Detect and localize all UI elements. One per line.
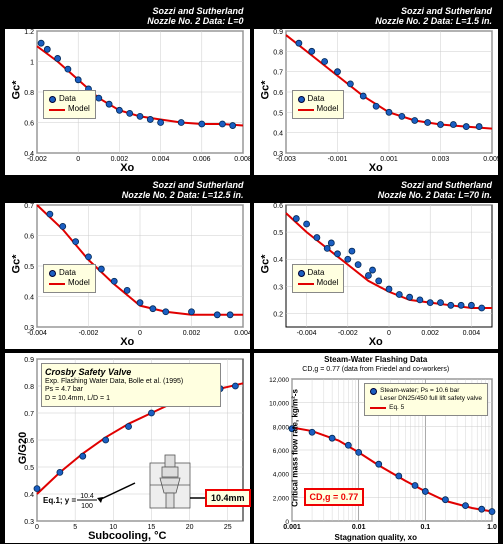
svg-text:0.002: 0.002: [183, 330, 201, 337]
svg-text:0.7: 0.7: [273, 70, 283, 77]
callout-label: 10.4mm: [205, 489, 251, 507]
svg-text:1: 1: [30, 60, 34, 67]
svg-text:12,000: 12,000: [269, 377, 289, 384]
svg-text:0.4: 0.4: [273, 131, 283, 138]
svg-text:0.4: 0.4: [24, 492, 34, 499]
svg-text:0.004: 0.004: [462, 330, 480, 337]
svg-text:2,000: 2,000: [272, 495, 289, 502]
svg-text:0.4: 0.4: [24, 151, 34, 158]
svg-text:0.3: 0.3: [24, 519, 34, 526]
svg-text:0.3: 0.3: [24, 325, 34, 332]
panel-2: Sozzi and SutherlandNozzle No. 2 Data: L…: [253, 4, 500, 176]
x-axis-label: Subcooling, °C: [88, 530, 166, 542]
svg-text:0.9: 0.9: [24, 357, 34, 364]
svg-text:-0.001: -0.001: [327, 156, 347, 163]
svg-text:0.4: 0.4: [273, 257, 283, 264]
legend-data: Data: [59, 268, 76, 278]
svg-text:0.002: 0.002: [111, 156, 129, 163]
svg-text:1.2: 1.2: [24, 29, 34, 36]
svg-text:0.8: 0.8: [24, 90, 34, 97]
info-box: Crosby Safety Valve Exp. Flashing Water …: [41, 363, 221, 407]
panel-5: 05101520250.30.40.50.60.70.80.9 Eq.1; y …: [4, 352, 251, 544]
svg-text:0.6: 0.6: [273, 90, 283, 97]
legend: Data Model: [292, 90, 345, 119]
svg-text:0.01: 0.01: [351, 524, 365, 531]
svg-text:0: 0: [76, 156, 80, 163]
legend-model: Model: [317, 278, 339, 288]
panel-4: Sozzi and SutherlandNozzle No. 2 Data: L…: [253, 178, 500, 350]
legend: Data Model: [43, 264, 96, 293]
svg-text:0.004: 0.004: [234, 330, 251, 337]
svg-text:0.7: 0.7: [24, 203, 34, 210]
svg-text:0: 0: [387, 330, 391, 337]
y-axis-label: Critical mass flow rate, kg/m²-s: [290, 389, 299, 507]
svg-text:0.006: 0.006: [193, 156, 211, 163]
svg-text:0.2: 0.2: [273, 311, 283, 318]
svg-text:0.3: 0.3: [273, 151, 283, 158]
legend-model: Model: [317, 104, 339, 114]
svg-text:0.4: 0.4: [24, 295, 34, 302]
legend-model: Model: [68, 104, 90, 114]
svg-text:0.5: 0.5: [24, 264, 34, 271]
svg-text:-0.002: -0.002: [79, 330, 99, 337]
svg-text:0.001: 0.001: [380, 156, 398, 163]
legend-data: Data: [59, 94, 76, 104]
svg-text:0: 0: [285, 519, 289, 526]
svg-text:0.6: 0.6: [273, 203, 283, 210]
svg-text:0.5: 0.5: [273, 230, 283, 237]
svg-text:0.005: 0.005: [483, 156, 500, 163]
panel-6: Steam-Water Flashing DataCD,g = 0.77 (da…: [253, 352, 500, 544]
y-axis-label: G/G20: [17, 432, 29, 464]
svg-text:0.6: 0.6: [24, 121, 34, 128]
svg-text:100: 100: [81, 503, 93, 510]
svg-text:0.008: 0.008: [234, 156, 251, 163]
svg-text:0.8: 0.8: [24, 384, 34, 391]
svg-text:0.5: 0.5: [273, 110, 283, 117]
svg-text:0: 0: [35, 524, 39, 531]
cd-label: CD,g = 0.77: [304, 488, 365, 506]
legend-model: Model: [68, 278, 90, 288]
svg-text:8,000: 8,000: [272, 424, 289, 431]
chart-svg: -0.00200.0020.0040.0060.0080.40.60.811.2: [5, 5, 251, 175]
svg-text:10,000: 10,000: [269, 401, 289, 408]
panel-3: Sozzi and SutherlandNozzle No. 2 Data: L…: [4, 178, 251, 350]
svg-text:0.004: 0.004: [152, 156, 170, 163]
chart-svg: -0.004-0.00200.0020.0040.30.40.50.60.7: [5, 179, 251, 349]
panel-1: Sozzi and SutherlandNozzle No. 2 Data: L…: [4, 4, 251, 176]
svg-text:25: 25: [224, 524, 232, 531]
legend-data: Data: [308, 268, 325, 278]
legend-data: Data: [308, 94, 325, 104]
legend: Data Model: [292, 264, 345, 293]
svg-text:10.4: 10.4: [80, 493, 94, 500]
svg-text:0.9: 0.9: [273, 29, 283, 36]
svg-text:1.0: 1.0: [487, 524, 497, 531]
legend: Steam-water; Ps = 10.6 bar Leser DN25/45…: [364, 383, 488, 416]
svg-text:0.7: 0.7: [24, 411, 34, 418]
svg-text:0.5: 0.5: [24, 465, 34, 472]
svg-text:0.002: 0.002: [421, 330, 439, 337]
svg-text:0.3: 0.3: [273, 284, 283, 291]
chart-svg: -0.004 -0.002 0 0.002 0.004 0.2 0.3 0.4 0.5 0.6: [254, 179, 500, 349]
svg-text:5: 5: [73, 524, 77, 531]
svg-text:Eq.1; y =: Eq.1; y =: [43, 496, 76, 505]
x-axis-label: Stagnation quality, xo: [334, 533, 417, 542]
svg-text:0.8: 0.8: [273, 49, 283, 56]
legend: Data Model: [43, 90, 96, 119]
svg-text:0: 0: [138, 330, 142, 337]
svg-text:-0.004: -0.004: [296, 330, 316, 337]
svg-text:0.6: 0.6: [24, 234, 34, 241]
svg-text:6,000: 6,000: [272, 448, 289, 455]
svg-text:0.1: 0.1: [420, 524, 430, 531]
svg-text:20: 20: [186, 524, 194, 531]
svg-text:-0.002: -0.002: [337, 330, 357, 337]
svg-text:4,000: 4,000: [272, 472, 289, 479]
chart-svg: -0.003-0.0010.0010.0030.0050.30.40.50.60…: [254, 5, 500, 175]
svg-text:0.003: 0.003: [431, 156, 449, 163]
